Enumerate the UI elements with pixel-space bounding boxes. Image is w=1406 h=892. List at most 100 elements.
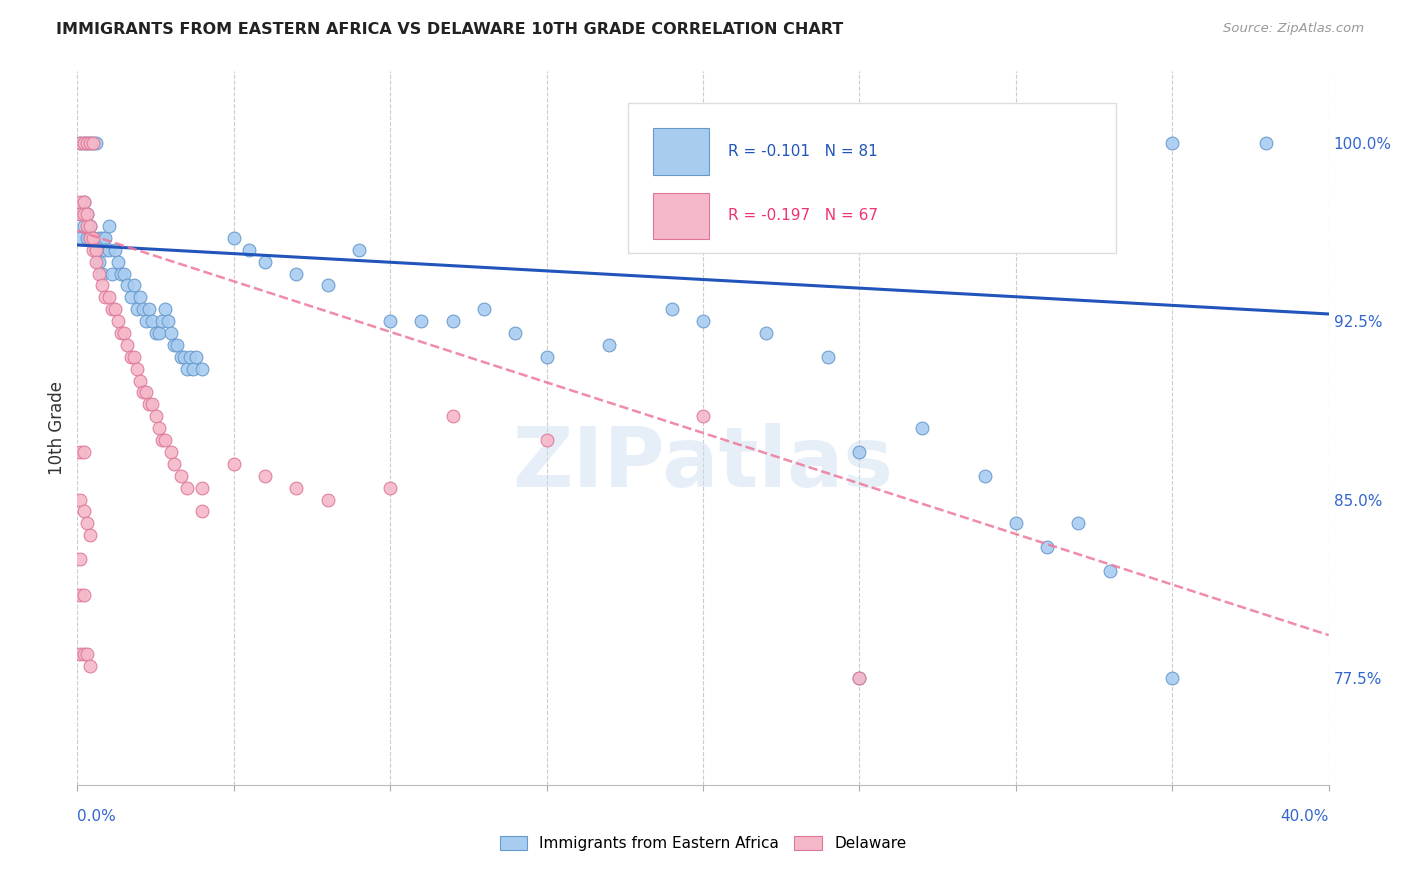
- Point: [110, 267, 132, 281]
- Point: [125, 361, 148, 376]
- Point: [84, 136, 107, 150]
- Point: [536, 433, 558, 447]
- Point: [692, 409, 714, 424]
- Point: [169, 468, 191, 483]
- Point: [100, 302, 122, 317]
- Point: [285, 267, 308, 281]
- Point: [135, 385, 157, 400]
- Point: [79, 136, 101, 150]
- Point: [160, 326, 183, 340]
- Point: [238, 243, 260, 257]
- Point: [79, 231, 101, 245]
- Point: [72, 219, 94, 233]
- Point: [692, 314, 714, 328]
- Point: [125, 302, 148, 317]
- Point: [316, 492, 339, 507]
- Point: [316, 278, 339, 293]
- Point: [69, 552, 91, 566]
- Point: [848, 671, 870, 685]
- Point: [138, 302, 160, 317]
- Point: [472, 302, 495, 317]
- Point: [94, 243, 117, 257]
- Point: [79, 659, 101, 673]
- Point: [72, 445, 94, 459]
- Point: [112, 326, 135, 340]
- Point: [176, 361, 198, 376]
- Point: [347, 243, 370, 257]
- Point: [661, 302, 683, 317]
- Point: [76, 231, 98, 245]
- Point: [141, 397, 163, 411]
- Point: [191, 481, 214, 495]
- Point: [141, 314, 163, 328]
- Point: [76, 647, 98, 661]
- Point: [441, 314, 464, 328]
- Point: [69, 445, 91, 459]
- Point: [1005, 516, 1028, 531]
- Point: [1036, 540, 1059, 554]
- Point: [129, 290, 152, 304]
- Point: [1098, 564, 1121, 578]
- Point: [254, 254, 277, 268]
- Point: [82, 231, 104, 245]
- Point: [76, 136, 98, 150]
- Point: [380, 314, 402, 328]
- Point: [122, 350, 145, 364]
- Point: [79, 219, 101, 233]
- Text: ZIPatlas: ZIPatlas: [513, 424, 893, 504]
- Point: [145, 326, 167, 340]
- Point: [222, 231, 245, 245]
- Point: [82, 231, 104, 245]
- Point: [132, 302, 155, 317]
- Point: [755, 326, 778, 340]
- Point: [72, 136, 94, 150]
- Point: [1161, 136, 1184, 150]
- Point: [79, 219, 101, 233]
- Point: [176, 481, 198, 495]
- Point: [107, 254, 129, 268]
- Point: [138, 397, 160, 411]
- Point: [848, 671, 870, 685]
- Point: [186, 350, 208, 364]
- Point: [94, 231, 117, 245]
- Text: Source: ZipAtlas.com: Source: ZipAtlas.com: [1223, 22, 1364, 36]
- Point: [222, 457, 245, 471]
- Point: [97, 290, 120, 304]
- Point: [441, 409, 464, 424]
- Point: [145, 409, 167, 424]
- Point: [69, 492, 91, 507]
- Point: [97, 243, 120, 257]
- Text: R = -0.101   N = 81: R = -0.101 N = 81: [728, 144, 877, 159]
- Point: [254, 468, 277, 483]
- Point: [94, 290, 117, 304]
- Point: [973, 468, 995, 483]
- Point: [72, 504, 94, 518]
- Point: [110, 326, 132, 340]
- Text: 0.0%: 0.0%: [77, 809, 117, 823]
- Point: [135, 314, 157, 328]
- Point: [132, 385, 155, 400]
- Point: [598, 338, 620, 352]
- Point: [84, 243, 107, 257]
- Point: [120, 290, 142, 304]
- Point: [82, 136, 104, 150]
- Point: [380, 481, 402, 495]
- Point: [89, 231, 111, 245]
- Point: [505, 326, 527, 340]
- Point: [150, 433, 173, 447]
- Point: [166, 338, 188, 352]
- Point: [181, 361, 204, 376]
- Point: [169, 350, 191, 364]
- Point: [79, 231, 101, 245]
- Point: [69, 207, 91, 221]
- Point: [72, 195, 94, 210]
- Point: [153, 302, 176, 317]
- Point: [72, 136, 94, 150]
- Point: [285, 481, 308, 495]
- Point: [69, 136, 91, 150]
- Point: [163, 457, 186, 471]
- Point: [76, 207, 98, 221]
- Legend: Immigrants from Eastern Africa, Delaware: Immigrants from Eastern Africa, Delaware: [494, 830, 912, 857]
- Point: [69, 588, 91, 602]
- Point: [91, 231, 114, 245]
